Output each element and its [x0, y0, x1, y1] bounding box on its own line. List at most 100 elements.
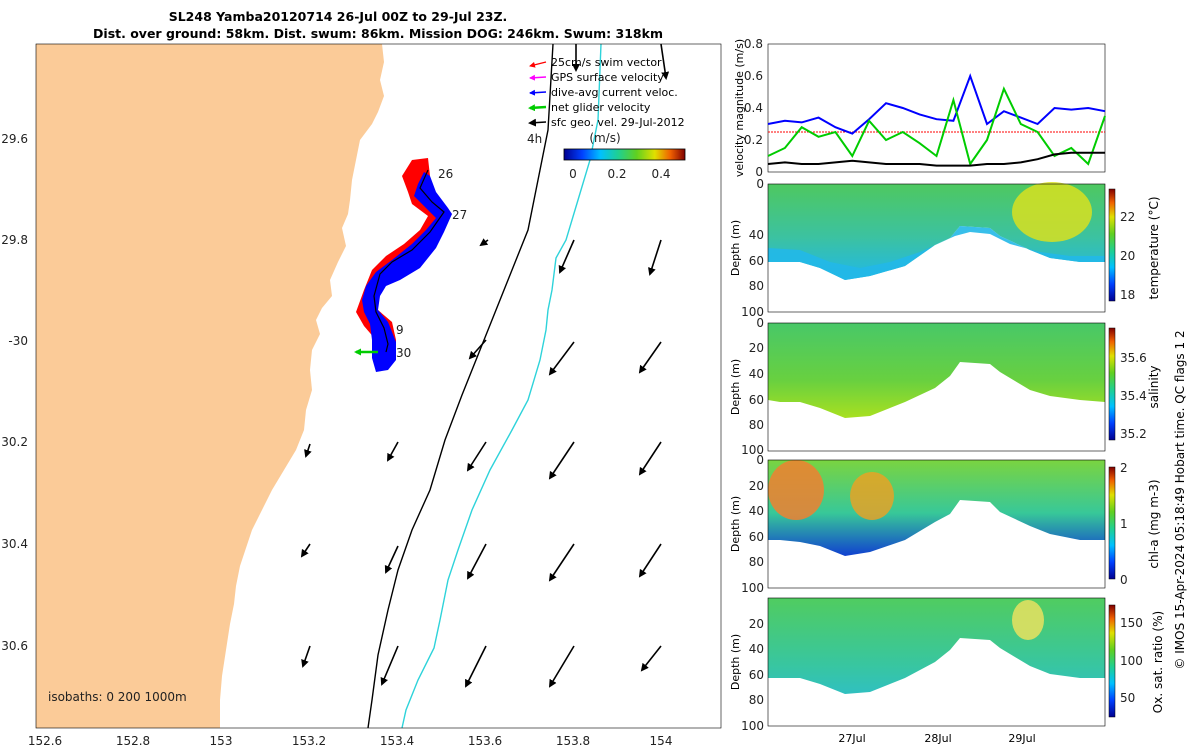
temperature-cb-tick: 22: [1120, 210, 1135, 224]
day-label-29: 9: [396, 323, 404, 337]
depth-tick: 60: [749, 530, 764, 544]
map-x-axis: 152.6 152.8 153 153.2 153.4 153.6 153.8 …: [28, 734, 673, 748]
map-x-tick: 153.6: [468, 734, 502, 748]
chla-cb-tick: 0: [1120, 573, 1128, 587]
map-y-axis: 29.6 29.8 -30 30.2 30.4 30.6: [1, 132, 28, 653]
depth-label: Depth (m): [729, 359, 742, 415]
velocity-y-tick: 0.6: [744, 69, 763, 83]
depth-tick: 100: [741, 305, 764, 319]
land-area: [36, 44, 384, 728]
salinity-cb-label: salinity: [1147, 365, 1161, 408]
day-label-30: 30: [396, 346, 411, 360]
chla-high-patch: [850, 472, 894, 520]
sfc-vel-arrow: [640, 645, 662, 672]
depth-tick: 80: [749, 418, 764, 432]
sfc-vel-arrow: [468, 339, 487, 360]
depth-label: Depth (m): [729, 496, 742, 552]
velocity-series-line: [767, 151, 1105, 167]
legend-label-current: dive-avg current veloc.: [551, 86, 678, 99]
depth-tick: 40: [749, 228, 764, 242]
map-x-tick: 153.8: [556, 734, 590, 748]
depth-tick: 20: [749, 479, 764, 493]
colorbar-tick: 0: [569, 167, 577, 181]
legend-label-gps: GPS surface velocity: [551, 71, 664, 84]
temperature-cb-tick: 18: [1120, 288, 1135, 302]
sfc-vel-arrow: [300, 543, 311, 558]
map-frame: [35, 43, 722, 729]
map-x-tick: 153.2: [292, 734, 326, 748]
isobath-label: isobaths: 0 200 1000m: [48, 690, 187, 704]
depth-tick: 80: [749, 279, 764, 293]
current-band: [362, 172, 452, 372]
depth-tick: 60: [749, 668, 764, 682]
isobath-200m: [367, 43, 554, 729]
legend-swatch-sfc: [528, 118, 547, 127]
sfc-vel-arrow: [548, 645, 575, 688]
glider-track: [354, 158, 452, 372]
chla-colorbar: [1108, 466, 1116, 580]
map-x-tick: 152.6: [28, 734, 62, 748]
depth-tick: 80: [749, 693, 764, 707]
salinity-cb-tick: 35.6: [1120, 351, 1147, 365]
map-colorbar: [563, 148, 686, 161]
sfc-vel-arrow: [465, 645, 487, 688]
temperature-cb-label: temperature (°C): [1147, 197, 1161, 300]
depth-tick: 0: [756, 316, 764, 330]
date-tick: 27Jul: [838, 732, 865, 745]
salinity-panel: [767, 322, 1106, 452]
sfc-vel-arrow: [467, 543, 487, 580]
legend-swatch-swim: [529, 61, 547, 68]
salinity-field: [768, 323, 1105, 418]
depth-tick: 20: [749, 341, 764, 355]
section-colorbars: 18 20 22 temperature (°C) 35.2 35.4 35.6…: [1108, 188, 1165, 718]
colorbar-tick: 0.4: [651, 167, 670, 181]
velocity-y-tick: 0.4: [744, 101, 763, 115]
map-y-tick: 30.4: [1, 537, 28, 551]
depth-tick: 80: [749, 555, 764, 569]
sfc-vel-arrow: [304, 443, 312, 458]
oxsat-colorbar: [1108, 604, 1116, 718]
sfc-vel-arrow: [638, 341, 662, 374]
depth-tick: 100: [741, 581, 764, 595]
map-y-tick: 30.6: [1, 639, 28, 653]
sfc-geo-velocity-arrows: [300, 43, 670, 688]
sfc-vel-arrow: [548, 543, 575, 582]
track-line: [373, 169, 445, 353]
sfc-vel-arrow: [466, 441, 487, 472]
velocity-y-tick: 0.8: [744, 37, 763, 51]
velocity-series-line: [767, 73, 1106, 135]
colorbar-unit: (m/s): [589, 131, 620, 145]
chla-field: [768, 460, 1105, 556]
temperature-cold-band: [768, 226, 1105, 280]
oxsat-cb-tick: 50: [1120, 691, 1135, 705]
title-line-1: SL248 Yamba20120714 26-Jul 00Z to 29-Jul…: [169, 9, 508, 24]
velocity-y-tick: 0.2: [744, 133, 763, 147]
depth-tick: 60: [749, 393, 764, 407]
depth-tick: 40: [749, 642, 764, 656]
oxsat-high-patch: [1012, 600, 1044, 640]
map-x-tick: 152.8: [116, 734, 150, 748]
depth-tick: 0: [756, 453, 764, 467]
temperature-cb-tick: 20: [1120, 249, 1135, 263]
legend-swatch-gps: [529, 74, 547, 81]
depth-label: Depth (m): [729, 634, 742, 690]
time-step-label: 4h: [527, 132, 542, 146]
sfc-vel-arrow: [648, 239, 662, 276]
date-tick: 29Jul: [1008, 732, 1035, 745]
map-y-tick: -30: [8, 334, 28, 348]
velocity-frame: [767, 43, 1106, 173]
credit-text: © IMOS 15-Apr-2024 05:18:49 Hobart time.…: [1173, 330, 1187, 669]
map-x-tick: 154: [650, 734, 673, 748]
map-y-tick: 30.2: [1, 435, 28, 449]
salinity-colorbar: [1108, 327, 1116, 441]
depth-tick: 60: [749, 254, 764, 268]
depth-tick: 0: [756, 177, 764, 191]
sfc-vel-arrow: [384, 545, 399, 574]
map-legend: 25cm/s swim vector GPS surface velocity …: [527, 56, 686, 181]
sfc-vel-arrow: [660, 43, 670, 80]
legend-label-net: net glider velocity: [551, 101, 651, 114]
depth-tick: 100: [741, 719, 764, 733]
temperature-warm-patch: [1012, 182, 1092, 242]
depth-tick: 40: [749, 367, 764, 381]
depth-tick: 20: [749, 617, 764, 631]
